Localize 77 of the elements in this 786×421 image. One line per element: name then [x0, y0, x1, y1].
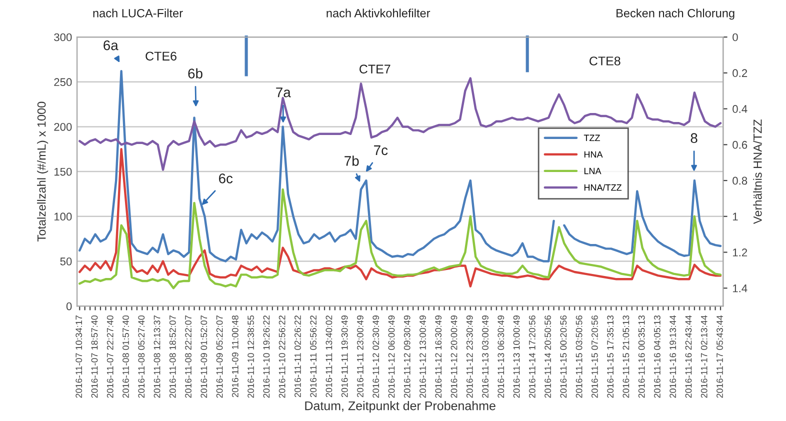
x-tick-label: 2016-11-12 16:30:49	[435, 316, 442, 398]
x-tick-label: 2016-11-12 09:30:49	[404, 316, 410, 398]
x-tick-label: 2016-11-16 22:43:44	[685, 315, 692, 398]
x-tick-label: 2016-11-15 00:20:56	[560, 315, 567, 398]
y-tick-label: 300	[54, 33, 72, 42]
y-tick-label: 0	[66, 302, 72, 310]
x-tick-label: 2016-11-09 01:52:07	[200, 316, 208, 398]
x-axis-title: Datum, Zeitpunkt der Probenahme	[305, 401, 496, 413]
x-tick-label: 2016-11-11 19:30:49	[341, 316, 348, 398]
text: nach Aktivkohlefilter	[326, 8, 430, 18]
annotation: 7a	[276, 88, 291, 98]
x-tick-label: 2016-11-17 02:13:44	[700, 315, 708, 398]
x-tick-label: 2016-11-11 02:26:22	[294, 316, 301, 398]
annotation: 6c	[219, 174, 233, 184]
y2-tick-label: 1.4	[732, 284, 748, 292]
x-tick-label: 2016-11-11 05:56:22	[310, 316, 317, 398]
x-tick-label: 2016-11-12 13:00:49	[420, 316, 426, 398]
x-tick-label: 2016-11-07 22:27:40	[106, 315, 114, 398]
x-tick-label: 2016-11-13 10:00:49	[513, 316, 520, 398]
x-tick-label: 2016-11-08 05:27:40	[138, 315, 145, 398]
text: Becken nach Chlorung	[616, 8, 734, 20]
y-tick-label: 200	[54, 122, 72, 131]
y-tick-label: 100	[54, 212, 72, 221]
x-tick-label: 2016-11-15 07:20:56	[591, 315, 598, 398]
annotation: 8	[690, 133, 698, 144]
x-tick-label: 2016-11-16 19:13:44	[670, 315, 676, 398]
text: nach LUCA-Filter	[93, 8, 183, 18]
x-tick-label: 2016-11-09 05:22:07	[216, 316, 223, 398]
y2-tick-label: 1	[732, 212, 738, 220]
annotation: CTE7	[360, 64, 390, 74]
x-tick-label: 2016-11-07 10:34:17	[76, 316, 82, 398]
x-tick-label: 2016-11-07 18:57:40	[91, 315, 98, 398]
annotation: 6b	[188, 68, 202, 78]
x-tick-label: 2016-11-09 11:00:48	[232, 315, 238, 398]
x-tick-label: 2016-11-11 23:00:49	[357, 316, 364, 398]
y2-tick-label: 0.6	[732, 140, 748, 149]
x-tick-label: 2016-11-12 02:30:49	[372, 316, 380, 398]
y-tick-label: 250	[54, 78, 72, 86]
x-tick-label: 2016-11-08 18:52:07	[169, 316, 176, 398]
x-tick-label: 2016-11-15 17:35:13	[607, 315, 614, 398]
legend-label: HNA/TZZ	[584, 184, 622, 191]
x-tick-label: 2016-11-16 00:35:13	[638, 315, 645, 398]
x-tick-label: 2016-11-17 05:43:44	[716, 315, 723, 398]
legend-label: LNA	[584, 168, 602, 174]
x-tick-label: 2016-11-13 03:00:49	[482, 316, 488, 398]
y2-tick-label: 0.2	[732, 69, 748, 78]
x-tick-label: 2016-11-10 19:26:22	[263, 316, 270, 398]
x-tick-label: 2016-11-12 23:30:49	[466, 316, 473, 398]
x-tick-label: 2016-11-08 01:57:40	[122, 315, 129, 398]
x-tick-label: 2016-11-16 04:05:13	[654, 315, 660, 398]
x-tick-label: 2016-11-12 06:00:49	[388, 316, 395, 398]
legend-label: HNA	[584, 151, 603, 158]
y-axis-title: Totalzellzahl (#/mL) x 1000	[37, 102, 48, 242]
x-tick-label: 2016-11-12 20:00:49	[450, 316, 458, 398]
annotation: CTE6	[146, 52, 176, 61]
annotation: 7b	[344, 156, 359, 166]
x-tick-label: 2016-11-11 13:40:02	[326, 316, 332, 398]
annotation: 6a	[104, 40, 118, 50]
x-tick-label: 2016-11-08 22:22:07	[185, 316, 192, 398]
annotation: CTE8	[590, 56, 620, 66]
y2-tick-label: 0.8	[732, 176, 748, 185]
x-tick-label: 2016-11-08 12:13:37	[154, 316, 160, 398]
x-tick-label: 2016-11-14 17:20:56	[528, 315, 536, 398]
y2-axis-title: Verhältnis HNA/TZZ	[753, 119, 762, 224]
x-tick-label: 2016-11-15 21:05:13	[622, 315, 630, 398]
x-tick-label: 2016-11-14 20:50:56	[544, 315, 551, 398]
y-tick-label: 50	[60, 258, 72, 266]
x-tick-label: 2016-11-10 22:56:22	[278, 316, 286, 398]
x-tick-label: 2016-11-13 06:30:49	[498, 316, 504, 398]
legend-label: TZZ	[584, 134, 600, 142]
x-tick-label: 2016-11-10 12:38:55	[248, 315, 254, 398]
annotation: 7c	[374, 145, 388, 156]
y2-tick-label: 1.2	[732, 248, 748, 256]
x-tick-label: 2016-11-15 03:50:56	[576, 315, 582, 398]
y2-tick-label: 0.4	[732, 105, 748, 113]
y2-tick-label: 0	[732, 33, 738, 42]
y-tick-label: 150	[54, 168, 72, 176]
